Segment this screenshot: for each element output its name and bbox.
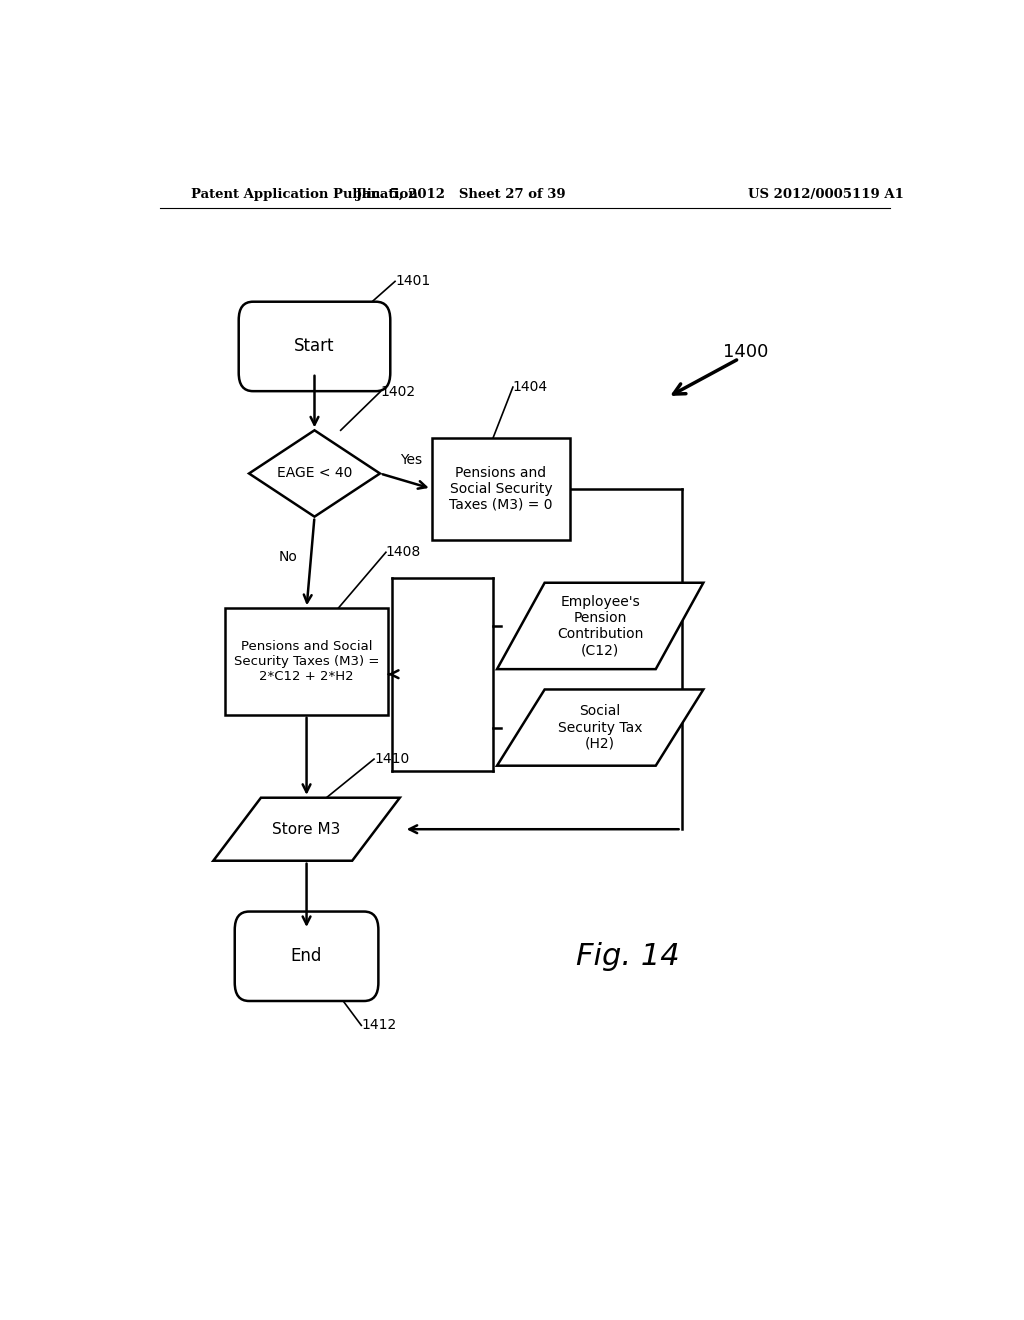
Text: 1404: 1404 <box>513 380 548 395</box>
FancyBboxPatch shape <box>239 302 390 391</box>
Text: Pensions and Social
Security Taxes (M3) =
2*C12 + 2*H2: Pensions and Social Security Taxes (M3) … <box>233 640 379 682</box>
Polygon shape <box>497 689 703 766</box>
Text: Start: Start <box>294 338 335 355</box>
Text: 1400: 1400 <box>723 342 769 360</box>
Text: Fig. 14: Fig. 14 <box>577 941 680 970</box>
Text: EAGE < 40: EAGE < 40 <box>276 466 352 480</box>
Text: Jan. 5, 2012   Sheet 27 of 39: Jan. 5, 2012 Sheet 27 of 39 <box>356 189 566 202</box>
Text: Pensions and
Social Security
Taxes (M3) = 0: Pensions and Social Security Taxes (M3) … <box>450 466 553 512</box>
Polygon shape <box>249 430 380 516</box>
Text: 1401: 1401 <box>395 275 430 288</box>
Polygon shape <box>497 582 703 669</box>
Text: Social
Security Tax
(H2): Social Security Tax (H2) <box>558 705 642 751</box>
Text: End: End <box>291 948 323 965</box>
Bar <box>431 438 570 540</box>
Text: Store M3: Store M3 <box>272 822 341 837</box>
Text: Patent Application Publication: Patent Application Publication <box>191 189 418 202</box>
Text: Employee's
Pension
Contribution
(C12): Employee's Pension Contribution (C12) <box>557 594 643 657</box>
Text: 1410: 1410 <box>374 752 410 766</box>
Text: 1408: 1408 <box>386 545 421 560</box>
Text: 1412: 1412 <box>361 1019 396 1032</box>
FancyBboxPatch shape <box>234 912 379 1001</box>
Text: No: No <box>279 550 298 565</box>
Text: US 2012/0005119 A1: US 2012/0005119 A1 <box>749 189 904 202</box>
Text: 1402: 1402 <box>380 384 416 399</box>
Text: Yes: Yes <box>399 453 422 467</box>
Bar <box>225 609 388 715</box>
Polygon shape <box>213 797 399 861</box>
